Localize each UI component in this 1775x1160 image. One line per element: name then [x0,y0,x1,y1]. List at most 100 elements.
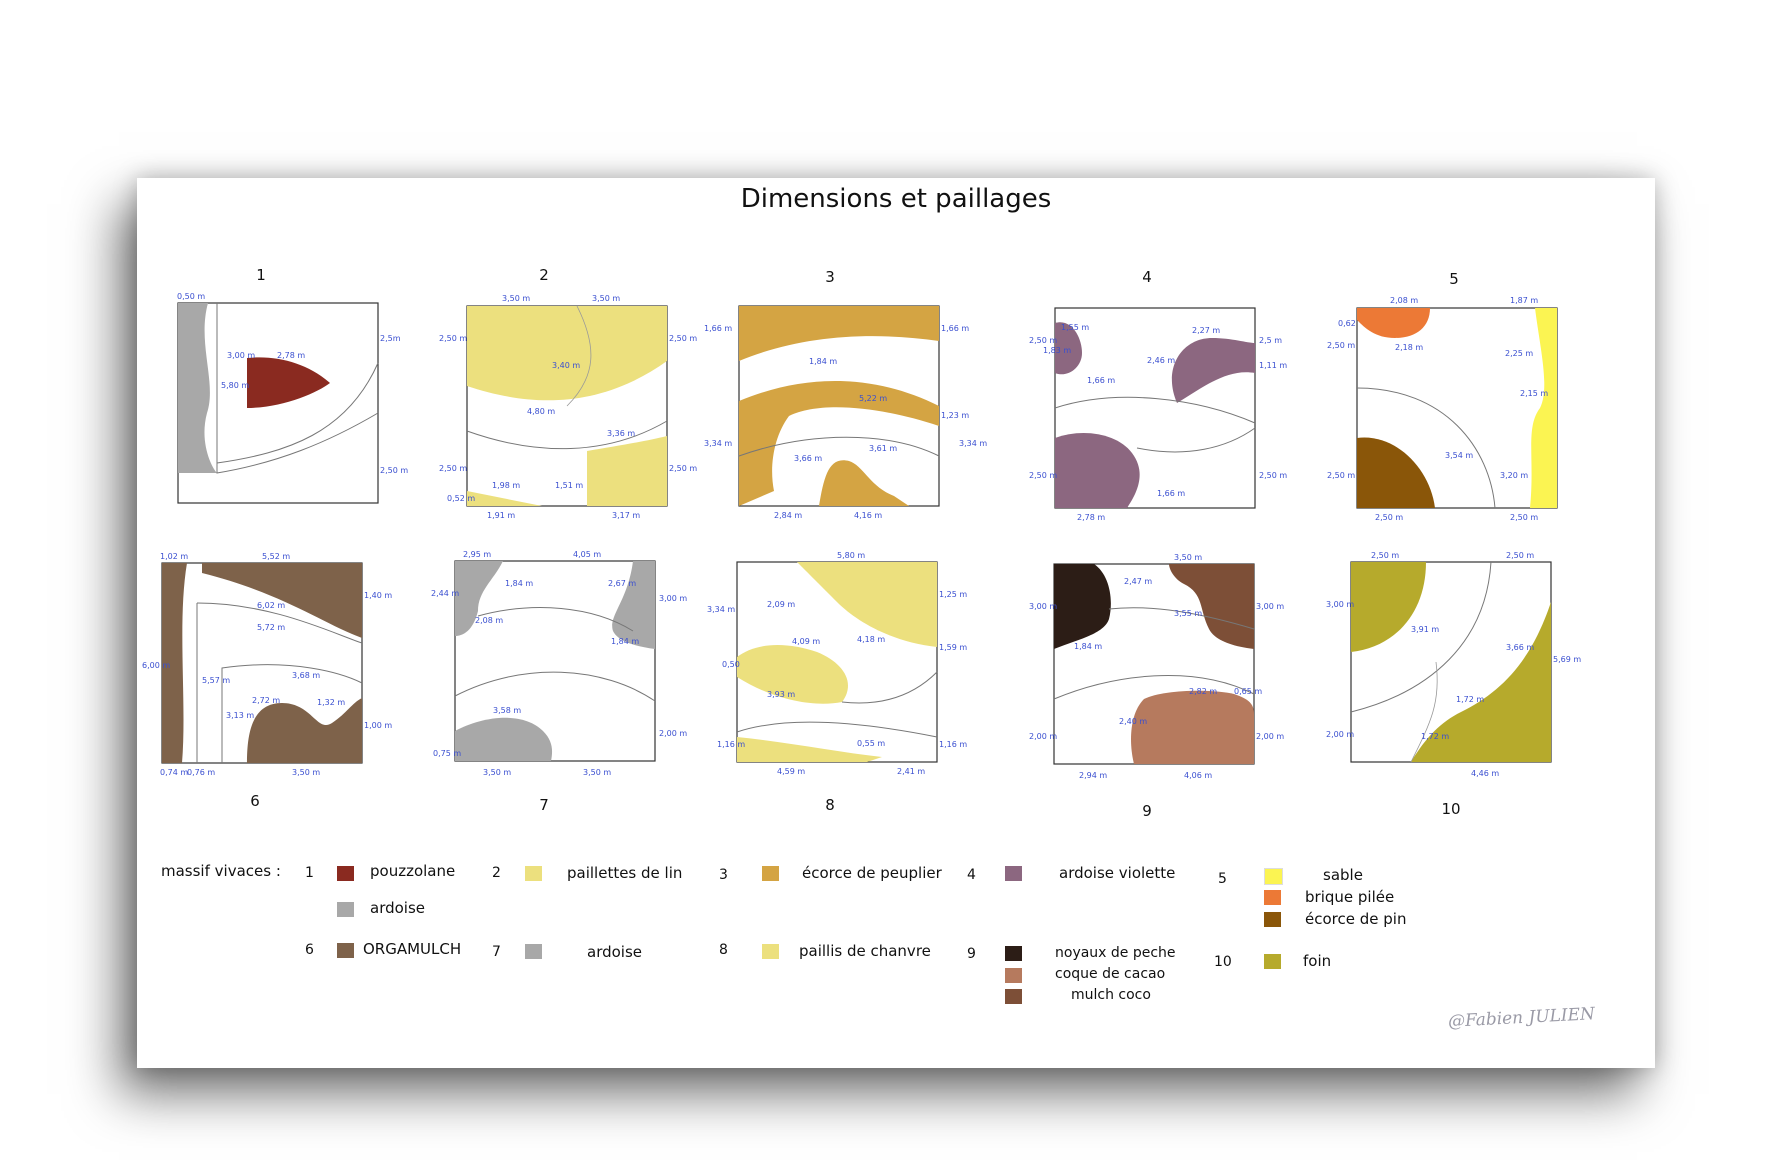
legend-group-number: 3 [719,867,728,883]
dim-label: 2,00 m [659,729,687,738]
legend-group-number: 9 [967,946,976,962]
legend-group-number: 5 [1218,871,1227,887]
dim-label: 5,22 m [859,394,887,403]
dim-label: 2,82 m [1189,687,1217,696]
legend-swatch-paillis-de-chanvre [762,944,779,959]
dim-label: 1,32 m [317,698,345,707]
dim-label: 1,16 m [939,740,967,749]
legend-label: mulch coco [1071,987,1151,1003]
panel-number-1: 1 [256,266,266,284]
legend-group-number: 10 [1214,954,1232,970]
ecorce-de-peuplier-zone [739,381,939,506]
dim-label: 0,75 m [433,749,461,758]
path-curve [1136,427,1256,453]
dim-label: 2,5m [380,334,401,343]
dim-label: 1,11 m [1259,361,1287,370]
garden-bed-7: 2,95 m 4,05 m 2,44 m 1,84 m 2,67 m 3,00 … [431,550,687,786]
dim-label: 0,76 m [187,768,215,777]
path-curve [196,602,363,644]
path-curve [466,420,668,450]
dim-label: 2,50 m [439,334,467,343]
legend-swatch-sable [1264,868,1283,885]
paillettes-de-lin-zone [467,306,667,401]
garden-bed-8: 5,80 m 3,34 m 1,25 m 2,09 m 4,09 m 4,18 … [707,551,967,787]
legend-group-number: 7 [492,944,501,960]
legend-swatch-coque-de-cacao [1005,968,1022,983]
dim-label: 3,40 m [552,361,580,370]
dim-label: 4,46 m [1471,769,1499,778]
path-curve [738,436,940,457]
legend-label: noyaux de peche [1055,945,1176,961]
ardoise-zone [612,561,655,649]
dim-label: 2,08 m [475,616,503,625]
dim-label: 2,72 m [252,696,280,705]
dim-label: 4,06 m [1184,771,1212,780]
dim-label: 2,00 m [1029,732,1057,741]
legend-heading: massif vivaces : [161,862,281,880]
legend-swatch-brique-pilee [1264,890,1281,905]
path-curve [1108,607,1255,630]
dim-label: 2,50 m [1371,551,1399,560]
path-curve [1054,396,1256,424]
legend-group-number: 8 [719,942,728,958]
path-curve [1356,387,1496,509]
dim-label: 3,20 m [1500,471,1528,480]
dim-label: 4,59 m [777,767,805,776]
dim-label: 4,18 m [857,635,885,644]
dim-label: 3,00 m [659,594,687,603]
legend-label: sable [1323,866,1363,884]
ardoise-zone [178,303,217,473]
author-signature: @Fabien JULIEN [1447,1004,1596,1032]
ardoise-violette-zone [1055,322,1082,375]
plan-sheet: Dimensions et paillages 1 2 3 4 5 6 7 8 … [137,178,1655,1068]
dim-label: 2,67 m [608,579,636,588]
dim-label: 2,94 m [1079,771,1107,780]
dim-label: 0,65 m [1234,687,1262,696]
dim-label: 3,00 m [1326,600,1354,609]
dim-label: 1,84 m [809,357,837,366]
dim-label: 3,68 m [292,671,320,680]
dim-label: 1,84 m [611,637,639,646]
page-title: Dimensions et paillages [740,184,1052,214]
dim-label: 1,72 m [1421,732,1449,741]
path-curve [1410,661,1438,763]
dim-label: 6,02 m [257,601,285,610]
path-curve [216,362,379,464]
dim-label: 4,80 m [527,407,555,416]
dim-label: 1,66 m [704,324,732,333]
dim-label: 2,44 m [431,589,459,598]
coque-de-cacao-zone [1131,690,1254,764]
dim-label: 3,91 m [1411,625,1439,634]
dim-label: 1,55 m [1061,323,1089,332]
dim-label: 5,72 m [257,623,285,632]
dim-label: 5,80 m [837,551,865,560]
path-curve [1053,675,1255,700]
legend-label: ORGAMULCH [363,940,462,958]
dim-label: 2,15 m [1520,389,1548,398]
dim-label: 1,66 m [941,324,969,333]
sable-zone [1530,308,1557,508]
dim-label: 2,09 m [767,600,795,609]
panel-number-7: 7 [539,796,549,814]
dim-label: 2,50 m [1506,551,1534,560]
ecorce-de-peuplier-zone [739,306,939,361]
garden-bed-6: 1,02 m 5,52 m 1,40 m 6,02 m 5,72 m 6,00 … [142,552,392,788]
dim-label: 0,52 m [447,494,475,503]
dim-label: 3,50 m [502,294,530,303]
paillettes-de-lin-zone [467,491,542,506]
dim-label: 1,51 m [555,481,583,490]
noyaux-de-peche-zone [1054,564,1111,649]
dim-label: 5,80 m [221,381,249,390]
dim-label: 3,58 m [493,706,521,715]
legend-swatch-ardoise-violette [1005,866,1022,881]
panel-number-10: 10 [1441,800,1461,818]
legend-swatch-ardoise [337,902,354,917]
ardoise-violette-zone [1055,433,1140,508]
dim-label: 1,40 m [364,591,392,600]
dim-label: 1,87 m [1510,296,1538,305]
dim-label: 5,69 m [1553,655,1581,664]
ardoise-violette-zone [1171,338,1255,403]
dim-label: 2,50 m [1510,513,1538,522]
legend-label: brique pilée [1305,888,1395,906]
dim-label: 2,25 m [1505,349,1533,358]
